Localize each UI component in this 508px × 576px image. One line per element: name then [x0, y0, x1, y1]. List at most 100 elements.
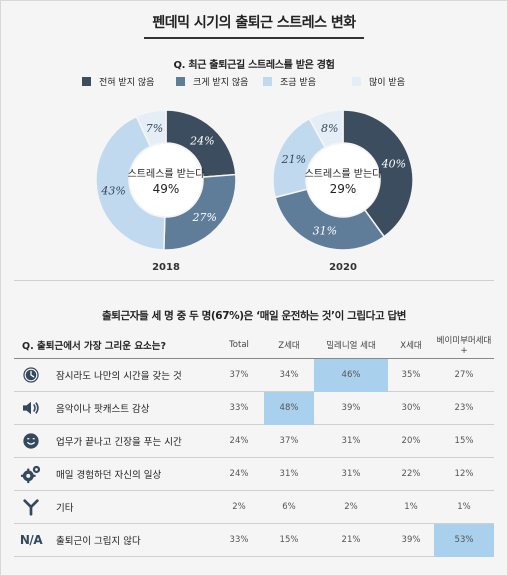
survey-headline: 출퇴근자들 세 명 중 두 명(67%)은 ‘매일 운전하는 것’이 그립다고 … [102, 310, 406, 322]
table-cell: 24% [229, 468, 249, 479]
speaker-icon [14, 392, 48, 425]
slice-value-label: 21% [281, 153, 306, 166]
slice-value-label: 31% [313, 224, 337, 237]
clock-icon [14, 359, 48, 392]
table-row: 음악이나 팟캐스트 감상 33% 48% 39% 30% 23% [14, 391, 494, 425]
table-cell: 39% [341, 402, 361, 413]
table-cell: 35% [401, 369, 421, 380]
donut-slice [135, 109, 167, 148]
donut-center [307, 144, 379, 216]
table-row: 기타 2% 6% 2% 1% 1% [14, 491, 494, 524]
table-cell: 37% [279, 435, 299, 446]
row-label: 출퇴근이 그립지 않다 [56, 536, 141, 547]
legend-label: 많이 받음 [369, 78, 405, 88]
slice-value-label: 27% [191, 211, 216, 224]
highlighted-cell: 46% [314, 358, 388, 392]
table-cell: 2% [344, 501, 358, 512]
slice-value-label: 40% [381, 157, 406, 170]
legend-swatch [263, 77, 272, 86]
legend-label: 크게 받지 않음 [193, 78, 249, 88]
chart-question: Q. 최근 출퇴근길 스트레스를 받은 경험 [173, 60, 335, 71]
table-question: Q. 출퇴근에서 가장 그리운 요소는? [22, 340, 167, 352]
table-cell: 1% [457, 501, 471, 512]
table-cell: 33% [229, 402, 249, 413]
table-cell: 6% [282, 501, 296, 512]
table-cell: 33% [229, 534, 249, 545]
slice-value-label: 24% [189, 135, 214, 148]
year-label: 2020 [329, 262, 357, 273]
table-row: 잠시라도 나만의 시간을 갖는 것 37% 34% 46% 35% 27% [14, 358, 494, 392]
title-wrap: 펜데믹 시기의 출퇴근 스트레스 변화 [0, 10, 508, 39]
legend-swatch [176, 77, 185, 86]
row-label-cell: 매일 경험하던 자신의 일상 [14, 458, 214, 491]
table-row: 업무가 끝나고 긴장을 푸는 시간 24% 37% 31% 20% 15% [14, 425, 494, 458]
donut-slice [274, 188, 386, 251]
table-cell: 34% [279, 369, 299, 380]
smile-icon [14, 425, 48, 458]
legend-label: 전혀 받지 않음 [99, 78, 155, 88]
table-cell: 31% [341, 468, 361, 479]
donut-center [130, 144, 202, 216]
table-cell: 12% [454, 468, 474, 479]
row-label-cell: 잠시라도 나만의 시간을 갖는 것 [14, 359, 214, 392]
row-label: 음악이나 팟캐스트 감상 [56, 404, 150, 415]
table-body: 잠시라도 나만의 시간을 갖는 것 37% 34% 46% 35% 27% 음악이나 팟캐스… [14, 358, 494, 557]
gears-icon [14, 458, 48, 491]
highlighted-cell: 48% [264, 391, 314, 425]
row-label: 매일 경험하던 자신의 일상 [56, 470, 162, 481]
table-cell: 31% [279, 468, 299, 479]
row-label: 잠시라도 나만의 시간을 갖는 것 [56, 371, 182, 382]
row-label-cell: N/A 출퇴근이 그립지 않다 [14, 524, 214, 557]
donut-slice [95, 115, 166, 251]
legend-label: 조금 받음 [280, 78, 316, 88]
table-header: Q. 출퇴근에서 가장 그리운 요소는? Total Z세대 밀레니얼 세대 X… [14, 331, 494, 359]
legend-item: 전혀 받지 않음 [82, 75, 154, 88]
table-cell: 15% [454, 435, 474, 446]
na-icon-text: N/A [19, 533, 43, 547]
center-label: 스트레스를 받는다 [305, 168, 382, 180]
center-value: 49% [153, 182, 180, 196]
table-cell: 27% [454, 369, 474, 380]
slice-value-label: 43% [100, 185, 125, 198]
na-icon: N/A [14, 524, 48, 557]
table-cell: 20% [401, 435, 421, 446]
fork-icon [14, 491, 48, 524]
table-cell: 2% [232, 501, 246, 512]
column-header: Z세대 [278, 340, 300, 351]
column-header: 베이미부머세대 + [436, 335, 492, 356]
table-cell: 39% [401, 534, 421, 545]
table-cell: 15% [279, 534, 299, 545]
column-header: Total [229, 339, 249, 350]
table-cell: 30% [401, 402, 421, 413]
section-divider [14, 280, 494, 281]
legend-swatch [352, 77, 361, 86]
column-header: X세대 [400, 340, 422, 351]
donut-slice [342, 109, 414, 238]
page-title: 펜데믹 시기의 출퇴근 스트레스 변화 [144, 10, 364, 39]
table-cell: 37% [229, 369, 249, 380]
table-cell: 22% [401, 468, 421, 479]
row-label-cell: 업무가 끝나고 긴장을 푸는 시간 [14, 425, 214, 458]
center-label: 스트레스를 받는다 [128, 168, 205, 180]
donut-slice [308, 109, 344, 149]
table-cell: 23% [454, 402, 474, 413]
legend-item: 많이 받음 [352, 75, 405, 88]
row-label: 업무가 끝나고 긴장을 푸는 시간 [56, 437, 182, 448]
donut-charts: 24% 27% 43% 7% 스트레스를 받는다 49% 2018 40% 31% 21% 8% 스트… [95, 109, 414, 273]
survey-table: Q. 출퇴근에서 가장 그리운 요소는? Total Z세대 밀레니얼 세대 X… [14, 331, 494, 557]
table-row: 매일 경험하던 자신의 일상 24% 31% 31% 22% 12% [14, 458, 494, 491]
legend-item: 조금 받음 [263, 75, 316, 88]
year-label: 2018 [152, 262, 180, 273]
table-cell: 1% [404, 501, 418, 512]
table-cell: 24% [229, 435, 249, 446]
column-header: 밀레니얼 세대 [326, 340, 376, 351]
row-label: 기타 [56, 503, 74, 514]
table-cell: 31% [341, 435, 361, 446]
row-label-cell: 기타 [14, 491, 214, 524]
table-row: N/A 출퇴근이 그립지 않다 33% 15% 21% 39% 53% [14, 523, 494, 557]
highlighted-cell: 53% [434, 523, 494, 557]
center-value: 29% [330, 182, 357, 196]
legend-swatch [82, 77, 91, 86]
slice-value-label: 7% [146, 122, 163, 135]
table-cell: 21% [341, 534, 361, 545]
